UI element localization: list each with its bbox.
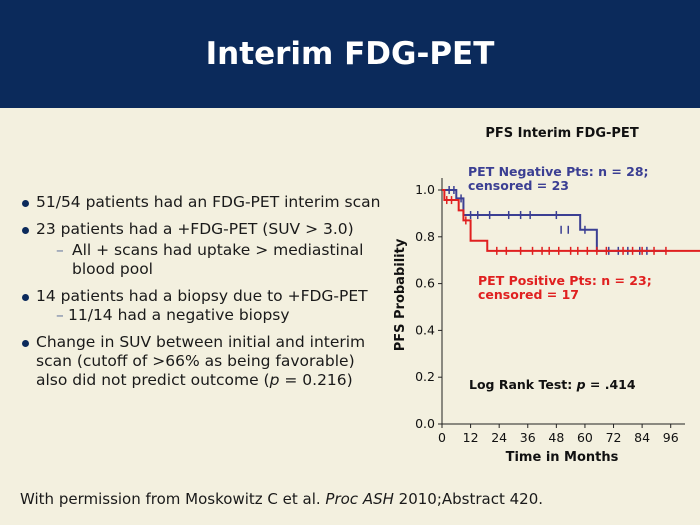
bullet-item: 51/54 patients had an FDG-PET interim sc… — [20, 193, 390, 212]
y-tick-label: 0.8 — [415, 229, 435, 244]
log-rank-annotation: Log Rank Test: p = .414 — [469, 377, 636, 392]
bullet-dot-icon — [22, 200, 29, 207]
sub-bullet-text: All + scans had uptake > mediastinal blo… — [72, 241, 364, 278]
slide-title: Interim FDG-PET — [205, 36, 495, 72]
x-tick-label: 96 — [663, 430, 679, 445]
x-tick-label: 60 — [577, 430, 593, 445]
sub-bullet-text: 11/14 had a negative biopsy — [68, 306, 290, 324]
x-tick-label: 24 — [491, 430, 507, 445]
bullet-text: 14 patients had a biopsy due to +FDG-PET — [36, 287, 368, 305]
bullet-dot-icon — [22, 294, 29, 301]
chart-title: PFS Interim FDG-PET — [485, 126, 639, 141]
sub-bullet-item: – All + scans had uptake > mediastinal b… — [36, 241, 390, 279]
sub-bullet-item: – 11/14 had a negative biopsy — [36, 306, 390, 325]
bullet-dot-icon — [22, 227, 29, 234]
dash-icon: – — [56, 306, 64, 324]
series-line-pet-positive — [442, 189, 700, 252]
x-tick-label: 36 — [520, 430, 536, 445]
legend-pet-negative-line2: censored = 23 — [468, 178, 569, 193]
bullet-dot-icon — [22, 340, 29, 347]
x-tick-label: 48 — [548, 430, 564, 445]
bullet-text: Change in SUV between initial and interi… — [36, 333, 366, 389]
y-tick-label: 0.4 — [415, 322, 435, 337]
x-tick-label: 0 — [438, 430, 446, 445]
x-tick-label: 72 — [606, 430, 622, 445]
dash-icon: – — [56, 241, 64, 259]
legend-pet-positive-line1: PET Positive Pts: n = 23; — [478, 273, 652, 288]
bullet-text: 51/54 patients had an FDG-PET interim sc… — [36, 193, 381, 211]
y-tick-label: 1.0 — [415, 182, 435, 197]
series-line-pet-negative — [442, 189, 666, 252]
citation-footer: With permission from Moskowitz C et al. … — [20, 490, 544, 508]
bullet-text: 23 patients had a +FDG-PET (SUV > 3.0) — [36, 220, 354, 238]
bullet-item: 14 patients had a biopsy due to +FDG-PET… — [20, 287, 390, 325]
title-bar — [0, 0, 700, 108]
legend-pet-negative-line1: PET Negative Pts: n = 28; — [468, 164, 649, 179]
y-tick-label: 0.6 — [415, 276, 435, 291]
x-axis-label: Time in Months — [506, 450, 619, 465]
x-tick-label: 12 — [463, 430, 479, 445]
y-tick-label: 0.0 — [415, 416, 435, 431]
bullet-item: 23 patients had a +FDG-PET (SUV > 3.0) –… — [20, 220, 390, 279]
bullet-list: 51/54 patients had an FDG-PET interim sc… — [20, 193, 390, 398]
legend-pet-positive-line2: censored = 17 — [478, 287, 579, 302]
bullet-item: Change in SUV between initial and interi… — [20, 333, 390, 390]
y-axis-label: PFS Probability — [393, 238, 408, 351]
journal-name: Proc ASH — [325, 490, 394, 508]
y-tick-label: 0.2 — [415, 369, 435, 384]
x-tick-label: 84 — [634, 430, 650, 445]
